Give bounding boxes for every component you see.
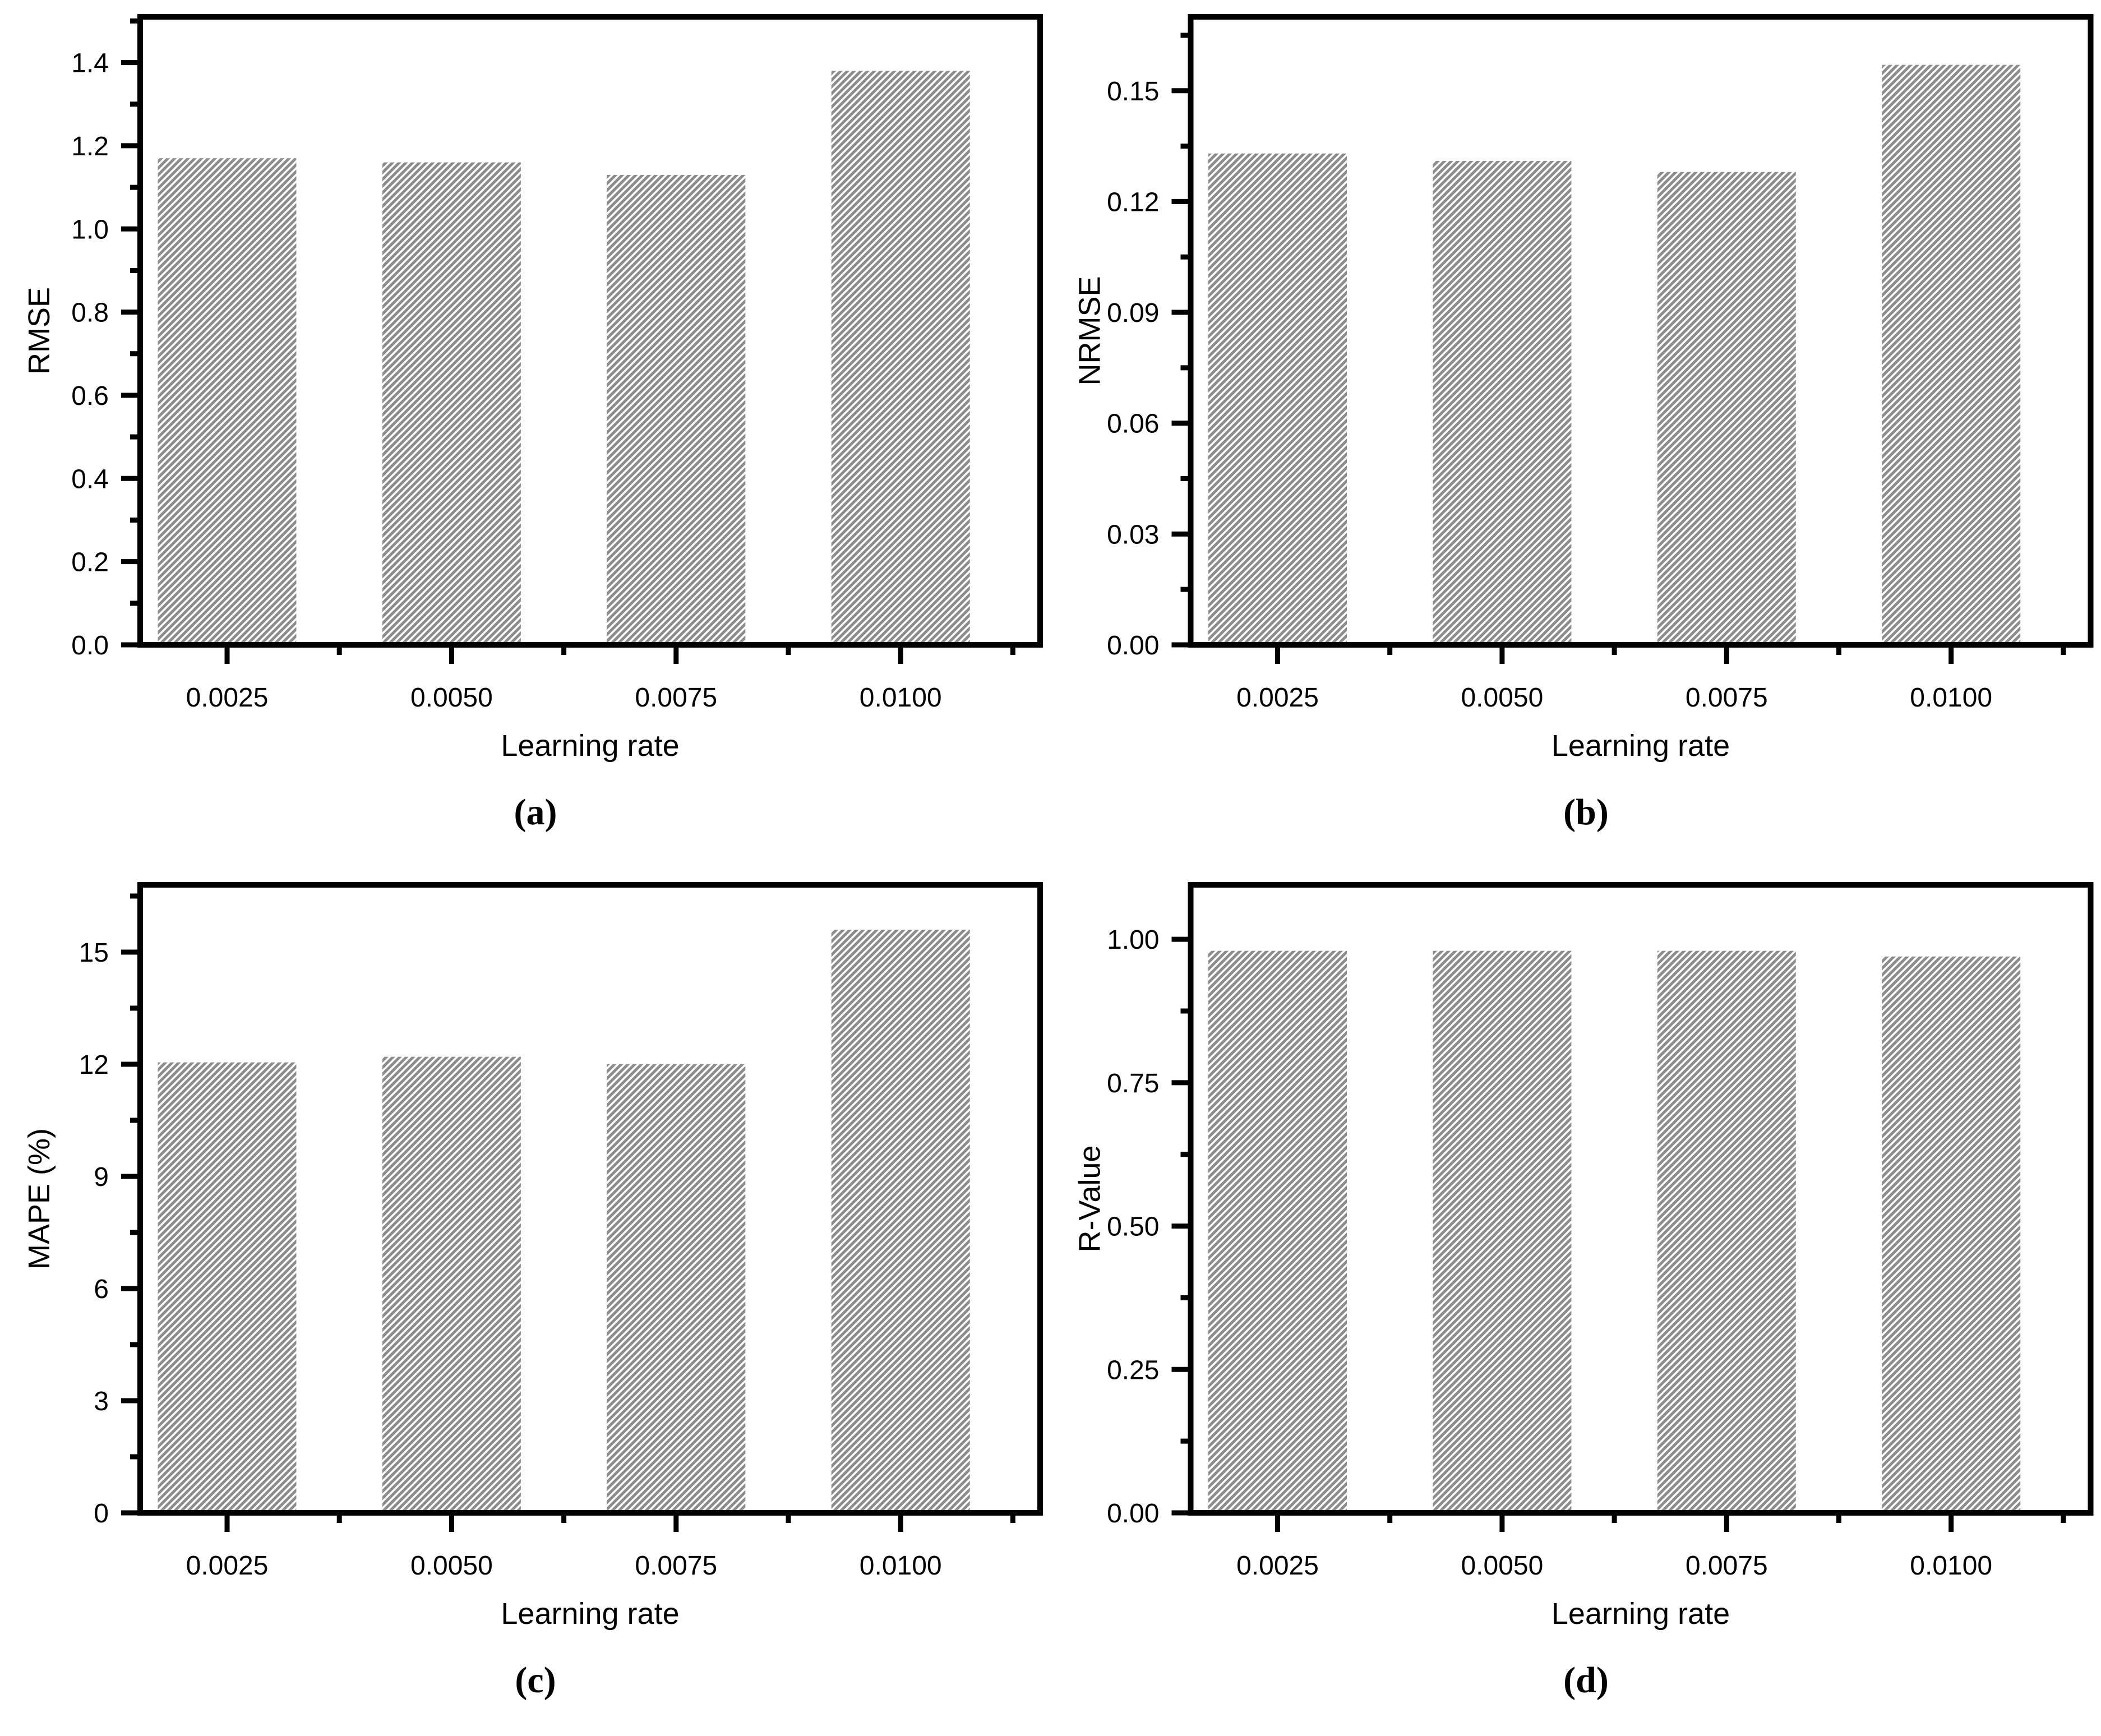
y-axis-tick-label: 0.00 <box>1107 1499 1159 1529</box>
x-axis-tick-label: 0.0075 <box>635 1551 717 1581</box>
chart-c-canvas: 0 3 6 9 12 15 0.0025 0.0050 0.0075 0.0100 MAPE (%)… <box>22 882 1043 1701</box>
y-axis-tick-label: 1.4 <box>71 49 109 79</box>
chart-b-nrmse: 0.00 0.03 0.06 0.09 0.12 0.15 0.0025 0.0050 0.00… <box>1050 0 2101 868</box>
bar <box>158 1062 297 1513</box>
x-axis-title: Learning rate <box>1551 1597 1730 1631</box>
x-axis-title: Learning rate <box>501 1597 679 1631</box>
x-axis-tick-label: 0.0100 <box>860 683 942 713</box>
bar <box>1433 160 1572 645</box>
y-axis-tick-label: 0.4 <box>71 464 109 494</box>
y-axis-tick-label: 0.75 <box>1107 1069 1159 1098</box>
bar <box>1208 950 1347 1513</box>
x-axis-tick-label: 0.0025 <box>1236 683 1319 713</box>
y-axis-tick-label: 0.50 <box>1107 1212 1159 1242</box>
y-axis-title: MAPE (%) <box>22 1128 56 1269</box>
x-axis-tick-label: 0.0050 <box>1461 1551 1543 1581</box>
bar <box>1657 950 1796 1513</box>
chart-a-rmse: 0.0 0.2 0.4 0.6 0.8 1.0 1.2 1.4 0.0025 0.0050 0.00… <box>0 0 1050 868</box>
y-axis-title: RMSE <box>22 287 56 375</box>
bar <box>382 162 521 645</box>
y-axis-tick-label: 1.2 <box>71 132 109 161</box>
axis-frame <box>1188 14 2094 648</box>
y-axis-tick-label: 1.0 <box>71 215 109 244</box>
axis-frame <box>137 882 1043 1516</box>
x-axis-tick-label: 0.0050 <box>410 1551 493 1581</box>
x-axis-tick-label: 0.0050 <box>410 683 493 713</box>
y-axis-tick-label: 3 <box>94 1387 109 1416</box>
chart-c-mape: 0 3 6 9 12 15 0.0025 0.0050 0.0075 0.0100 MAPE (%)… <box>0 868 1050 1736</box>
bar <box>1882 64 2021 645</box>
x-axis-tick-label: 0.0075 <box>1686 1551 1768 1581</box>
y-axis-title: NRMSE <box>1073 276 1107 385</box>
x-axis-tick-label: 0.0025 <box>186 683 269 713</box>
y-axis-tick-label: 0.09 <box>1107 298 1159 328</box>
y-axis-tick-label: 0.12 <box>1107 187 1159 217</box>
x-axis-tick-label: 0.0025 <box>1236 1551 1319 1581</box>
chart-caption: (b) <box>1563 792 1609 833</box>
bar <box>1657 172 1796 645</box>
x-axis-tick-label: 0.0025 <box>186 1551 269 1581</box>
y-axis-tick-label: 0.03 <box>1107 520 1159 550</box>
x-axis-tick-label: 0.0075 <box>635 683 717 713</box>
bar <box>1433 950 1572 1513</box>
y-axis-tick-label: 6 <box>94 1275 109 1304</box>
x-axis-tick-label: 0.0075 <box>1686 683 1768 713</box>
x-axis-tick-label: 0.0100 <box>1910 683 1992 713</box>
y-axis-tick-label: 15 <box>79 938 109 968</box>
chart-caption: (c) <box>515 1660 556 1701</box>
y-axis-tick-label: 0 <box>94 1499 109 1529</box>
bar <box>607 1064 746 1513</box>
y-axis-tick-label: 0.06 <box>1107 409 1159 439</box>
y-axis-tick-label: 0.0 <box>71 631 109 661</box>
y-axis-tick-label: 0.2 <box>71 548 109 578</box>
chart-caption: (a) <box>514 792 557 833</box>
bar <box>158 158 297 645</box>
x-axis-tick-label: 0.0100 <box>1910 1551 1992 1581</box>
bar <box>831 71 970 645</box>
y-axis-tick-label: 1.00 <box>1107 925 1159 955</box>
chart-caption: (d) <box>1563 1660 1609 1701</box>
x-axis-tick-label: 0.0100 <box>860 1551 942 1581</box>
x-axis-title: Learning rate <box>1551 729 1730 763</box>
chart-d-canvas: 0.00 0.25 0.50 0.75 1.00 0.0025 0.0050 0.0075 0.… <box>1073 882 2094 1701</box>
axis-frame <box>1188 882 2094 1516</box>
bar <box>382 1056 521 1513</box>
axis-frame <box>137 14 1043 648</box>
y-axis-tick-label: 9 <box>94 1162 109 1192</box>
y-axis-tick-label: 12 <box>79 1050 109 1080</box>
bar <box>607 174 746 645</box>
y-axis-tick-label: 0.6 <box>71 381 109 411</box>
chart-a-canvas: 0.0 0.2 0.4 0.6 0.8 1.0 1.2 1.4 0.0025 0.0050 0.00… <box>22 14 1043 833</box>
bar <box>1208 153 1347 645</box>
y-axis-tick-label: 0.8 <box>71 298 109 328</box>
x-axis-tick-label: 0.0050 <box>1461 683 1543 713</box>
x-axis-title: Learning rate <box>501 729 679 763</box>
bar <box>1882 956 2021 1513</box>
bar <box>831 930 970 1513</box>
y-axis-title: R-Value <box>1073 1145 1107 1252</box>
y-axis-tick-label: 0.00 <box>1107 631 1159 661</box>
chart-b-canvas: 0.00 0.03 0.06 0.09 0.12 0.15 0.0025 0.0050 0.00… <box>1073 14 2094 833</box>
y-axis-tick-label: 0.15 <box>1107 77 1159 107</box>
chart-d-rvalue: 0.00 0.25 0.50 0.75 1.00 0.0025 0.0050 0.0075 0.… <box>1050 868 2101 1736</box>
y-axis-tick-label: 0.25 <box>1107 1355 1159 1385</box>
